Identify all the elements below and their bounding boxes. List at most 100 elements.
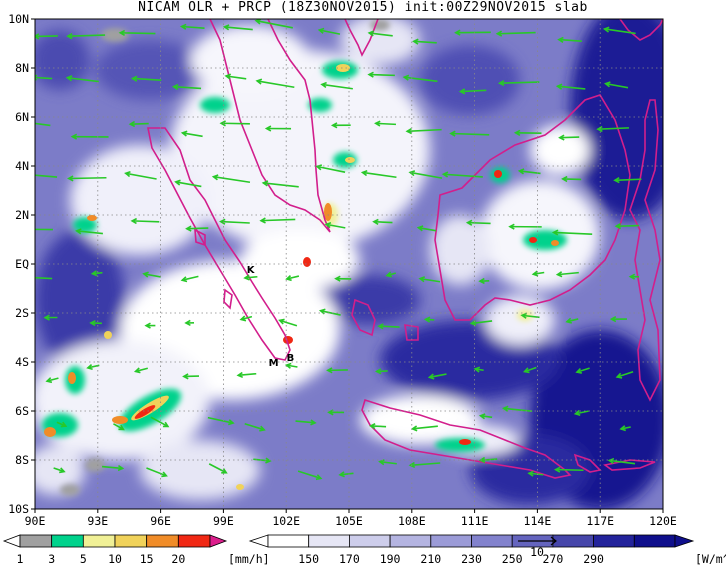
olr-legend-swatch (471, 534, 513, 548)
y-tick-label: 10S (8, 502, 29, 516)
olr-legend-swatch (389, 534, 432, 548)
wind-arrow (501, 405, 533, 412)
olr-legend-swatch (593, 534, 635, 548)
wind-arrow (43, 314, 58, 321)
x-tick-label: 105E (335, 514, 363, 528)
precip-legend-swatch (146, 534, 179, 548)
wind-arrow (207, 416, 235, 426)
wind-arrow (184, 319, 195, 326)
wind-arrow (56, 421, 68, 428)
wind-arrow (423, 316, 435, 323)
wind-arrow (454, 29, 491, 36)
wind-arrow (613, 177, 642, 184)
wind-arrow (180, 275, 199, 283)
precip-legend-low-arrow (2, 534, 21, 548)
wind-arrow (369, 422, 387, 430)
wind-arrow (146, 467, 168, 478)
coastline-malay-peninsula (209, 19, 331, 233)
wind-arrow (317, 27, 341, 35)
wind-arrow (565, 317, 579, 324)
wind-arrow (179, 23, 205, 30)
wind-arrow (150, 416, 170, 428)
wind-arrow (254, 19, 293, 29)
wind-arrow (527, 470, 544, 477)
wind-arrow (53, 467, 66, 474)
olr-legend-swatch (633, 534, 676, 548)
wind-arrow (211, 174, 251, 184)
y-tick-label: EQ (15, 257, 29, 271)
wind-arrow (377, 323, 400, 330)
wind-arrow (89, 319, 102, 327)
wind-arrow (405, 128, 442, 135)
wind-arrow (441, 171, 483, 178)
place-labels: K BM (247, 265, 294, 369)
wind-arrow (243, 274, 258, 281)
olr-field (35, 19, 663, 509)
wind-arrow (478, 413, 493, 420)
coastline-flores (603, 459, 656, 471)
x-axis: 90E 93E 96E 99E 102E 105E 108E 111E 114E 117E 120E (25, 509, 677, 528)
wind-arrow (236, 371, 257, 379)
olr-legend-swatch (267, 534, 310, 548)
wind-arrow (35, 228, 53, 231)
wind-arrow (412, 38, 437, 45)
wind-arrow (575, 367, 590, 374)
wind-arrow (35, 174, 58, 178)
wind-arrow (320, 81, 353, 90)
wind-arrow (338, 471, 354, 478)
wind-arrow (555, 271, 579, 278)
olr-legend-swatch (430, 534, 472, 548)
wind-arrow (133, 367, 149, 374)
coastline-borneo (434, 94, 631, 321)
wind-arrow (35, 33, 58, 40)
wind-arrow (66, 33, 106, 40)
wind-arrow (360, 169, 397, 179)
olr-legend-swatch (348, 534, 391, 548)
x-tick-label: 111E (461, 514, 489, 528)
wind-arrow (495, 30, 536, 37)
wind-arrow (35, 274, 53, 281)
precip-legend-high-arrow (209, 534, 228, 548)
wind-arrow (520, 312, 540, 319)
wind-arrow (182, 373, 200, 380)
wind-arrow (478, 456, 498, 464)
wind-arrow (367, 30, 393, 37)
wind-arrow (615, 371, 634, 379)
precip-legend-value: 20 (171, 552, 185, 566)
olr-legend-value: 250 (502, 552, 523, 566)
x-tick-label: 102E (272, 514, 300, 528)
wind-arrow (285, 275, 300, 282)
wind-arrow (555, 83, 586, 90)
wind-reference-label: 10 (530, 545, 544, 559)
wind-reference: 10 (518, 536, 557, 559)
wind-arrow (469, 319, 493, 327)
precip-legend-value: 3 (48, 552, 55, 566)
y-tick-label: 2S (15, 306, 29, 320)
coastline-java (361, 398, 572, 479)
y-tick-label: 8S (15, 453, 29, 467)
wind-arrow (208, 463, 228, 474)
x-tick-label: 117E (586, 514, 614, 528)
olr-legend-value: 190 (380, 552, 401, 566)
wind-arrow (385, 271, 396, 278)
wind-arrow (180, 130, 203, 138)
coastline-bangka (351, 298, 376, 337)
precip-legend-value: 1 (17, 552, 24, 566)
x-tick-label: 93E (87, 514, 108, 528)
olr-legend-value: 270 (543, 552, 564, 566)
precip-legend-swatch (82, 534, 116, 548)
olr-legend-unit: [W/m^2] (695, 552, 726, 566)
wind-arrow (372, 218, 393, 225)
wind-arrow (130, 75, 162, 82)
precip-legend-value: 15 (140, 552, 154, 566)
y-tick-label: 2N (15, 208, 29, 222)
precip-legend-swatch (114, 534, 148, 548)
coastline-islet-2 (223, 288, 233, 310)
wind-arrow (418, 276, 441, 283)
wind-arrow (513, 129, 542, 136)
wind-arrow (458, 88, 487, 95)
olr-legend: 150 170 190 210 230 250 270 290 [W/m^2] 10 (248, 534, 726, 566)
wind-arrow (416, 225, 437, 232)
wind-arrow (531, 270, 545, 277)
